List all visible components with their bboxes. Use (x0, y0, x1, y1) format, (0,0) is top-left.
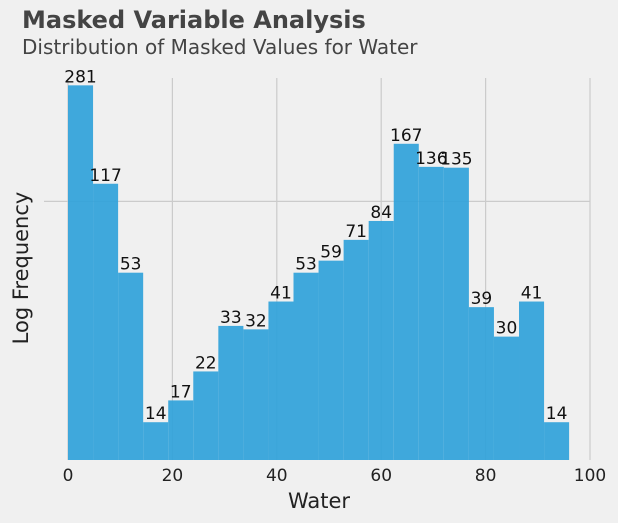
bar-value-label: 22 (195, 353, 217, 373)
x-tick-label: 80 (475, 466, 497, 486)
histogram-bar (268, 301, 294, 460)
x-axis-label: Water (288, 489, 350, 513)
bar-value-label: 281 (64, 67, 96, 87)
x-tick-label: 100 (574, 466, 606, 486)
histogram-bar (318, 260, 344, 460)
bar-value-label: 84 (370, 203, 392, 223)
bar-value-label: 53 (120, 255, 142, 275)
histogram-bar (519, 301, 545, 460)
bar-value-label: 17 (170, 382, 192, 402)
histogram-bar (68, 85, 94, 460)
histogram-bar (193, 371, 219, 460)
histogram-bar (493, 336, 520, 460)
histogram-bar (343, 239, 369, 460)
histogram-bar (418, 166, 444, 460)
histogram-bar (243, 329, 269, 460)
bar-value-label: 33 (220, 308, 242, 328)
bar-value-label: 59 (320, 243, 342, 263)
bar-value-label: 135 (440, 150, 472, 170)
histogram-bar (443, 167, 469, 460)
bar-value-label: 136 (415, 149, 447, 169)
bar-value-label: 71 (345, 222, 367, 242)
bar-value-label: 117 (89, 166, 121, 186)
bar-value-label: 41 (270, 284, 292, 304)
bar-value-label: 14 (145, 404, 167, 424)
bar-value-label: 30 (496, 319, 518, 339)
histogram-bar (218, 325, 244, 460)
histogram-bar (93, 183, 119, 460)
x-tick-label: 20 (162, 466, 184, 486)
histogram-bar (293, 272, 319, 460)
histogram-bar (544, 422, 570, 460)
bar-value-label: 167 (390, 126, 422, 146)
histogram-bar (143, 422, 169, 460)
x-tick-label: 40 (266, 466, 288, 486)
y-axis-label: Log Frequency (9, 192, 33, 345)
chart-title: Masked Variable Analysis (22, 6, 366, 34)
bars (68, 85, 570, 460)
histogram-bar (393, 143, 419, 460)
bar-value-label: 14 (546, 404, 568, 424)
x-tick-label: 0 (63, 466, 74, 486)
x-tick-label: 60 (370, 466, 392, 486)
chart-subtitle: Distribution of Masked Values for Water (22, 35, 418, 59)
histogram-bar (368, 220, 394, 460)
histogram-bar (168, 400, 194, 460)
bar-value-label: 32 (245, 311, 267, 331)
bar-value-label: 39 (471, 289, 493, 309)
bar-value-label: 53 (295, 255, 317, 275)
histogram-bar (468, 307, 494, 460)
histogram-bar (118, 272, 144, 460)
bar-value-label: 41 (521, 284, 543, 304)
x-tick-labels: 0 20 40 60 80 100 (63, 466, 607, 486)
